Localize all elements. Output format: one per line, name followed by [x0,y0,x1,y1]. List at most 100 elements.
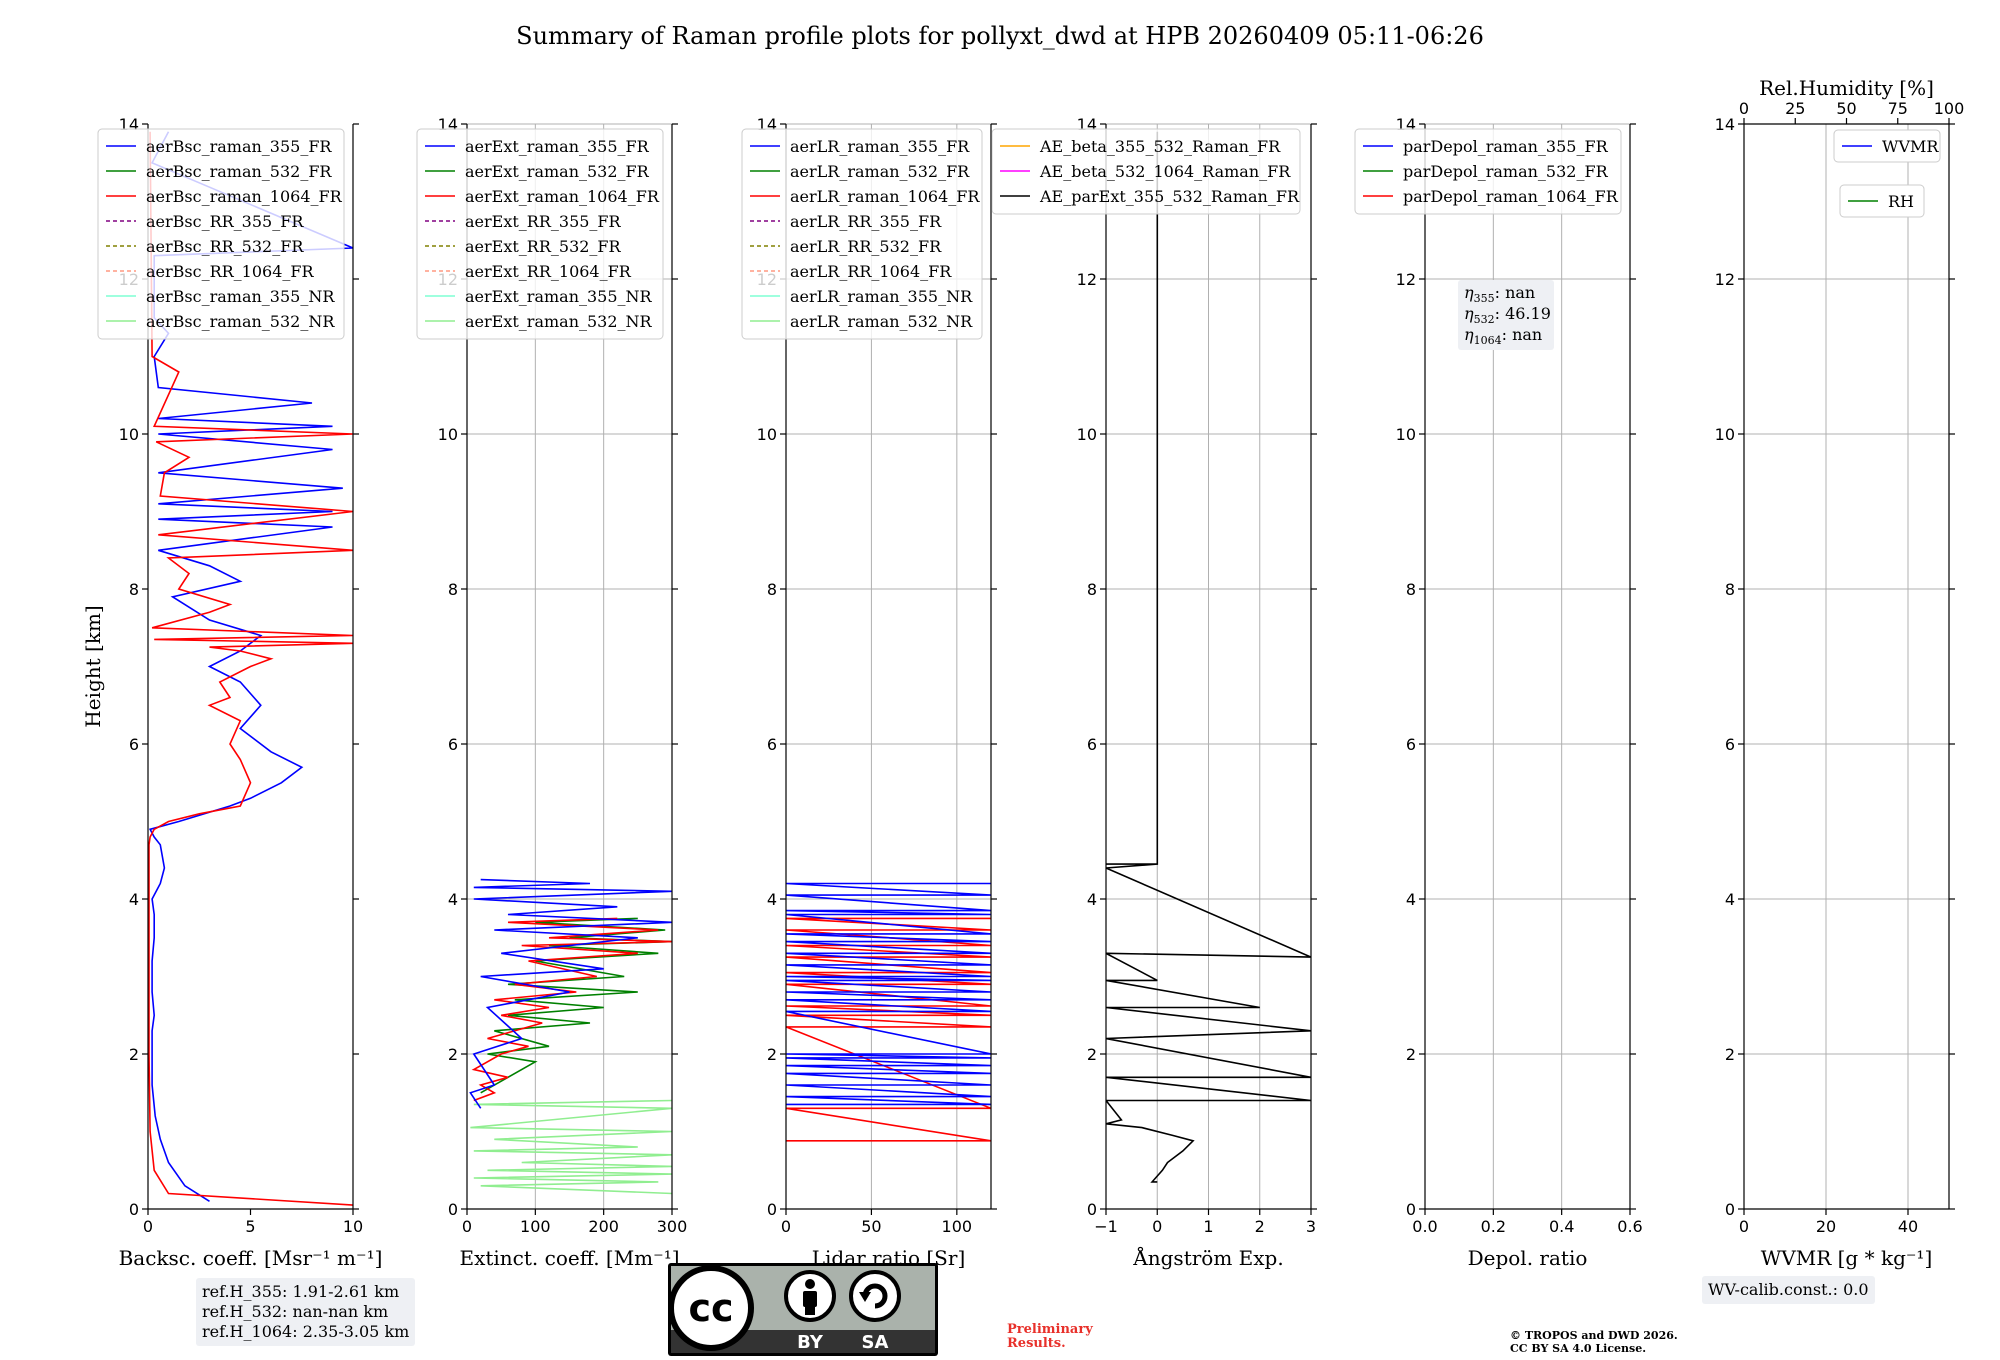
legend-box [1833,129,1941,163]
y-tick-label: 12 [1077,270,1097,289]
x-tick-label: 0.4 [1549,1217,1574,1236]
eta-subscript: 355 [1474,292,1495,305]
share-alike-arc [862,1283,888,1309]
x-tick-label: 0 [1152,1217,1162,1236]
x-tick-label: 0 [462,1217,472,1236]
eta-line-532: η532: 46.19 [1464,304,1551,326]
y-tick-label: 4 [1406,890,1416,909]
x-tick-label: 0 [781,1217,791,1236]
legend-label-AE_beta_532_1064_Raman_FR: AE_beta_532_1064_Raman_FR [1039,162,1291,181]
y-tick-label: 2 [1087,1045,1097,1064]
legend-label-aerLR_RR_1064_FR: aerLR_RR_1064_FR [790,262,952,281]
eta-line-355: η355: nan [1464,283,1535,305]
legend-label-aerExt_raman_355_FR: aerExt_raman_355_FR [465,137,650,156]
y-axis-label: Height [km] [81,605,105,727]
series-AE_parExt_355_532_Raman_FR [1106,131,1311,1183]
legend-label-parDepol_raman_1064_FR: parDepol_raman_1064_FR [1403,187,1619,206]
eta-symbol: η [1464,283,1474,302]
wv-calibration-constant: WV-calib.const.: 0.0 [1708,1280,1869,1299]
y-tick-label: 6 [1725,735,1735,754]
ref-height-1064: ref.H_1064: 2.35-3.05 km [202,1322,410,1341]
y-tick-label: 6 [1087,735,1097,754]
legend-box [1839,184,1925,218]
x-tick-label: 2 [1255,1217,1265,1236]
preliminary-line-2: Results. [1007,1336,1066,1351]
y-tick-label: 8 [1725,580,1735,599]
legend-label-aerExt_RR_1064_FR: aerExt_RR_1064_FR [465,262,632,281]
legend-box [741,128,983,340]
legend-label-aerBsc_RR_532_FR: aerBsc_RR_532_FR [146,237,304,256]
legend-label-AE_beta_355_532_Raman_FR: AE_beta_355_532_Raman_FR [1039,137,1281,156]
legend-box [416,128,664,340]
y-tick-label: 2 [1406,1045,1416,1064]
y-tick-label: 0 [129,1200,139,1219]
x-axis-label: Extinct. coeff. [Mm⁻¹] [459,1246,679,1270]
legend-label-aerExt_RR_355_FR: aerExt_RR_355_FR [465,212,622,231]
y-tick-label: 6 [767,735,777,754]
figure-title: Summary of Raman profile plots for polly… [516,22,1484,50]
legend-label-aerLR_raman_1064_FR: aerLR_raman_1064_FR [790,187,980,206]
panel-extinction: 024681012140100200300Extinct. coeff. [Mm… [416,115,687,1270]
y-tick-label: 0 [1087,1200,1097,1219]
y-tick-label: 10 [119,425,139,444]
x-axis-label: Depol. ratio [1468,1246,1588,1270]
y-tick-label: 4 [129,890,139,909]
wv-calibration-box: WV-calib.const.: 0.0 [1702,1276,1875,1304]
legend-label-WVMR: WVMR [1882,137,1939,156]
eta-subscript: 1064 [1474,334,1502,347]
ref-height-532: ref.H_532: nan-nan km [202,1302,389,1321]
series-aerExt_raman_355_FR [469,878,672,1109]
y-tick-label: 0 [1725,1200,1735,1219]
eta-symbol: η [1464,304,1474,323]
legend-backscatter: aerBsc_raman_355_FR aerBsc_raman_532_FRae… [97,128,345,340]
panel-lidar_ratio: 02468101214050100Lidar ratio [Sr]aerLR_r… [741,115,997,1270]
x-tick-label: 10 [343,1217,363,1236]
x-tick-label: 100 [520,1217,551,1236]
legend-label-aerBsc_raman_532_NR: aerBsc_raman_532_NR [146,312,335,331]
y-tick-label: 4 [448,890,458,909]
eta-symbol: η [1464,325,1474,344]
x-tick-label: 0.2 [1481,1217,1506,1236]
legend-label-aerBsc_raman_355_NR: aerBsc_raman_355_NR [146,287,335,306]
x-tick-label: −1 [1094,1217,1118,1236]
x-axis-label: Backsc. coeff. [Msr⁻¹ m⁻¹] [119,1246,383,1270]
preliminary-line-1: Preliminary [1007,1322,1093,1337]
top-axis-tick-label: 0 [1739,99,1749,118]
legend-box [991,128,1301,215]
y-tick-label: 12 [1715,270,1735,289]
x-tick-label: 1 [1203,1217,1213,1236]
y-tick-label: 10 [1396,425,1416,444]
y-tick-label: 8 [767,580,777,599]
sa-text: SA [862,1332,889,1353]
x-tick-label: 0.6 [1617,1217,1642,1236]
series-aerLR_raman_355_FR [786,882,991,1106]
y-tick-label: 8 [129,580,139,599]
top-axis-label: Rel.Humidity [%] [1759,76,1934,100]
top-axis-tick-label: 100 [1934,99,1965,118]
legend-depolarization: parDepol_raman_355_FR parDepol_raman_532_… [1354,128,1622,215]
y-tick-label: 8 [1406,580,1416,599]
y-tick-label: 10 [757,425,777,444]
legend-label-aerBsc_RR_1064_FR: aerBsc_RR_1064_FR [146,262,315,281]
attribution-head [805,1279,815,1289]
x-tick-label: 50 [861,1217,881,1236]
y-tick-label: 0 [767,1200,777,1219]
legend-box [1354,128,1622,215]
legend-label-parDepol_raman_355_FR: parDepol_raman_355_FR [1403,137,1609,156]
y-tick-label: 10 [438,425,458,444]
legend-label-aerExt_raman_532_FR: aerExt_raman_532_FR [465,162,650,181]
x-tick-label: 200 [588,1217,619,1236]
y-tick-label: 4 [767,890,777,909]
panel-backscatter: 024681012140510Backsc. coeff. [Msr⁻¹ m⁻¹… [81,115,382,1270]
legend-lidar_ratio: aerLR_raman_355_FR aerLR_raman_532_FR aerL… [741,128,983,340]
x-tick-label: 100 [942,1217,973,1236]
eta-box-bg [1458,280,1554,350]
eta-value: : nan [1495,283,1536,302]
legend-label-aerExt_raman_1064_FR: aerExt_raman_1064_FR [465,187,660,206]
legend-label-parDepol_raman_532_FR: parDepol_raman_532_FR [1403,162,1609,181]
y-tick-label: 0 [1406,1200,1416,1219]
x-tick-label: 0 [143,1217,153,1236]
